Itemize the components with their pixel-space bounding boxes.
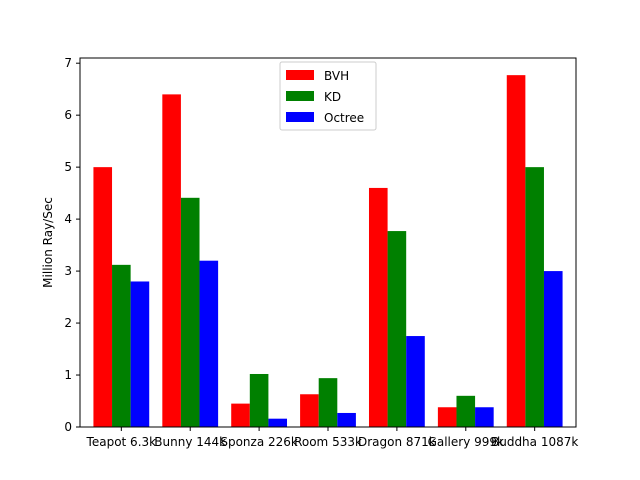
bar-kd-room-533k: [318, 378, 338, 427]
legend-swatch-kd: [286, 91, 314, 101]
y-axis: 0 1 2 3 4 5 6 7: [64, 56, 80, 434]
y-tick-label: 6: [64, 108, 72, 122]
bar-octree-dragon-871k: [406, 336, 425, 427]
legend-label-bvh: BVH: [324, 69, 349, 83]
x-tick-label-gallery-999k: Gallery 999k: [428, 435, 504, 449]
x-tick-label-bunny-144k: Bunny 144k: [154, 435, 226, 449]
legend-swatch-bvh: [286, 70, 314, 80]
y-tick-label: 5: [64, 160, 72, 174]
x-tick-label-teapot-6-3k: Teapot 6.3k: [86, 435, 157, 449]
bar-bvh-room-533k: [300, 394, 319, 427]
bar-bvh-bunny-144k: [162, 94, 181, 427]
y-tick-label: 0: [64, 420, 72, 434]
bar-octree-teapot-6-3k: [130, 281, 150, 427]
y-tick-label: 3: [64, 264, 72, 278]
bar-kd-gallery-999k: [456, 395, 476, 427]
bar-kd-teapot-6-3k: [112, 264, 131, 427]
bar-kd-bunny-144k: [180, 197, 200, 427]
y-tick-label: 2: [64, 316, 72, 330]
bar-bvh-buddha-1087k: [506, 75, 526, 428]
y-tick-label: 7: [64, 56, 72, 70]
bar-octree-sponza-226k: [268, 418, 288, 427]
bar-bvh-teapot-6-3k: [93, 167, 113, 427]
bar-kd-dragon-871k: [387, 231, 407, 427]
x-tick-label-room-533k: Room 533k: [294, 435, 362, 449]
bar-bvh-dragon-871k: [368, 187, 388, 427]
bar-kd-sponza-226k: [249, 373, 269, 427]
x-tick-label-sponza-226k: Sponza 226k: [220, 435, 298, 449]
bar-octree-room-533k: [337, 412, 356, 427]
legend-swatch-octree: [286, 112, 314, 122]
y-tick-label: 4: [64, 212, 72, 226]
legend-label-kd: KD: [324, 90, 341, 104]
y-tick-label: 1: [64, 368, 72, 382]
bar-kd-buddha-1087k: [525, 167, 544, 427]
bar-octree-bunny-144k: [199, 260, 219, 427]
x-tick-label-buddha-1087k: Buddha 1087k: [491, 435, 578, 449]
legend: BVH KD Octree: [279, 61, 377, 131]
bar-bvh-gallery-999k: [437, 407, 457, 427]
bar-bvh-sponza-226k: [231, 403, 250, 427]
x-tick-label-dragon-871k: Dragon 871k: [358, 435, 436, 449]
legend-label-octree: Octree: [324, 111, 364, 125]
bar-octree-buddha-1087k: [543, 271, 563, 427]
bar-octree-gallery-999k: [475, 407, 494, 427]
bars-layer: [93, 75, 563, 428]
y-axis-label: Million Ray/Sec: [41, 197, 55, 288]
